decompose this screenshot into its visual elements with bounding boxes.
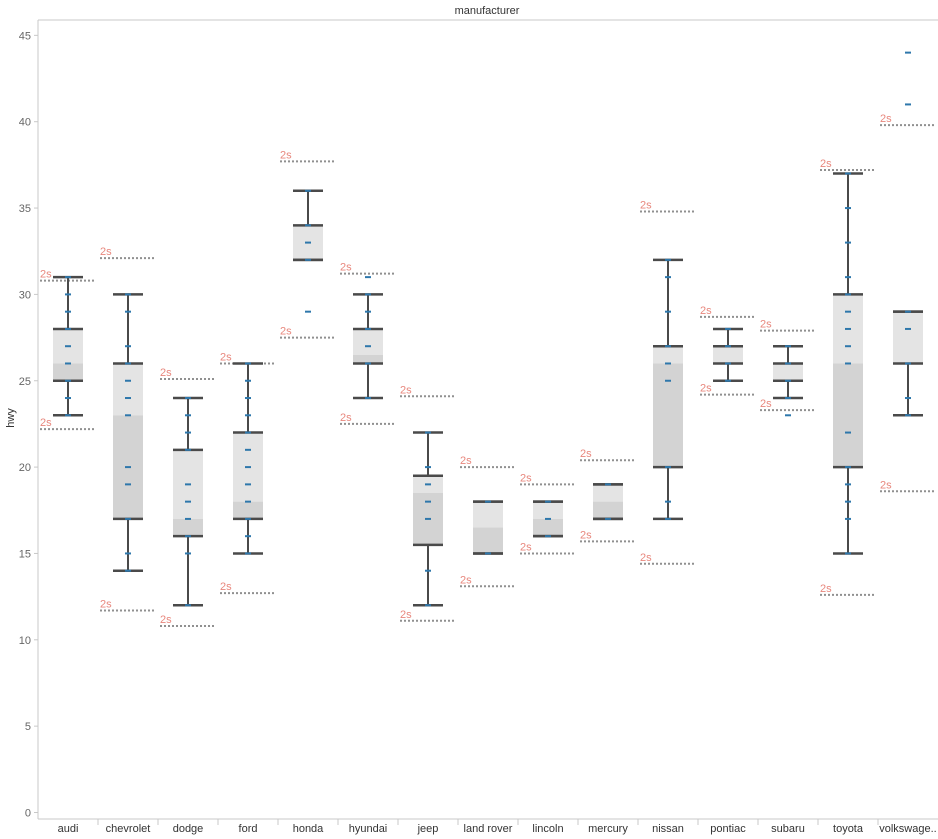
box-lower-half — [233, 501, 263, 519]
reference-label-lower: 2s — [340, 412, 352, 424]
box-group-honda: 2s 2s — [280, 149, 336, 339]
reference-label-lower: 2s — [160, 614, 172, 626]
box-lower-half — [53, 363, 83, 381]
y-axis-ticks: 0 5 10 15 20 25 30 35 40 45 — [19, 30, 38, 820]
reference-label-lower: 2s — [580, 529, 592, 541]
box-upper-half — [473, 501, 503, 528]
y-tick-label: 45 — [19, 30, 31, 42]
reference-label-lower: 2s — [40, 417, 52, 429]
box-group-pontiac: 2s 2s — [700, 305, 756, 396]
box-upper-half — [353, 328, 383, 355]
x-category-label: audi — [58, 823, 79, 835]
x-category-label: hyundai — [349, 823, 388, 835]
y-tick-label: 40 — [19, 117, 31, 129]
reference-label-upper: 2s — [760, 319, 772, 331]
box-group-mercury: 2s 2s — [580, 448, 636, 543]
box-lower-half — [173, 518, 203, 537]
y-tick-label: 10 — [19, 635, 31, 647]
reference-label-lower: 2s — [760, 398, 772, 410]
box-lower-half — [353, 354, 383, 364]
box-lower-half — [653, 363, 683, 468]
reference-label-lower: 2s — [700, 383, 712, 395]
reference-label-upper: 2s — [880, 113, 892, 125]
box-group-chevrolet: 2s 2s — [100, 246, 156, 612]
box-group-nissan: 2s 2s — [640, 200, 696, 565]
reference-label-lower: 2s — [100, 598, 112, 610]
box-group-ford: 2s 2s — [220, 351, 276, 595]
x-category-label: dodge — [173, 823, 204, 835]
x-category-label: toyota — [833, 823, 864, 835]
box-group-land-rover: 2s 2s — [460, 455, 516, 588]
x-category-label: ford — [239, 823, 258, 835]
reference-label-lower: 2s — [820, 583, 832, 595]
reference-label-lower: 2s — [880, 479, 892, 491]
x-category-label: mercury — [588, 823, 628, 835]
box-group-dodge: 2s 2s — [160, 367, 216, 627]
box-group-hyundai: 2s 2s — [340, 262, 396, 425]
x-category-label: chevrolet — [106, 823, 151, 835]
box-lower-half — [593, 501, 623, 519]
reference-label-upper: 2s — [340, 262, 352, 274]
box-group-toyota: 2s 2s — [820, 158, 876, 596]
box-upper-half — [713, 346, 743, 364]
reference-label-upper: 2s — [400, 384, 412, 396]
x-category-label: jeep — [417, 823, 439, 835]
box-upper-half — [533, 501, 563, 519]
x-category-label: nissan — [652, 823, 684, 835]
box-upper-half — [653, 346, 683, 364]
reference-label-lower: 2s — [520, 541, 532, 553]
y-tick-label: 0 — [25, 808, 31, 820]
x-category-label: lincoln — [532, 823, 563, 835]
reference-label-upper: 2s — [520, 472, 532, 484]
x-category-label: pontiac — [710, 823, 746, 835]
reference-label-upper: 2s — [40, 269, 52, 281]
box-upper-half — [113, 363, 143, 416]
box-group-volkswage: 2s 2s — [880, 51, 936, 493]
reference-label-upper: 2s — [100, 246, 112, 258]
box-upper-half — [593, 484, 623, 502]
x-category-label: volkswage.. — [879, 823, 936, 835]
y-tick-label: 20 — [19, 462, 31, 474]
box-group-audi: 2s 2s — [40, 269, 96, 431]
x-axis-category-labels: audi chevrolet dodge ford honda hyundai jeep la… — [58, 823, 937, 835]
y-tick-label: 5 — [25, 721, 31, 733]
x-category-label: subaru — [771, 823, 805, 835]
box-lower-half — [533, 518, 563, 537]
y-axis-label: hwy — [5, 408, 17, 428]
reference-label-upper: 2s — [280, 149, 292, 161]
y-tick-label: 35 — [19, 203, 31, 215]
box-upper-half — [773, 363, 803, 381]
y-tick-label: 30 — [19, 289, 31, 301]
reference-label-lower: 2s — [220, 581, 232, 593]
x-category-label: honda — [293, 823, 324, 835]
y-tick-label: 25 — [19, 376, 31, 388]
box-group-subaru: 2s 2s — [760, 319, 816, 417]
y-tick-label: 15 — [19, 548, 31, 560]
reference-label-lower: 2s — [280, 326, 292, 338]
box-group-lincoln: 2s 2s — [520, 472, 576, 555]
box-series: 2s2s2s2s2s2s2s2s2s2s2s2s2s2s2s2s2s2s2s2s… — [40, 51, 936, 627]
box-lower-half — [473, 527, 503, 554]
box-group-jeep: 2s 2s — [400, 384, 456, 622]
reference-label-lower: 2s — [640, 552, 652, 564]
reference-label-upper: 2s — [580, 448, 592, 460]
reference-label-upper: 2s — [160, 367, 172, 379]
chart-title: manufacturer — [455, 5, 520, 17]
x-category-label: land rover — [464, 823, 513, 835]
plot-frame — [37, 19, 938, 825]
reference-label-lower: 2s — [460, 574, 472, 586]
reference-label-upper: 2s — [820, 158, 832, 170]
reference-label-upper: 2s — [460, 455, 472, 467]
reference-label-upper: 2s — [640, 200, 652, 212]
box-lower-half — [833, 363, 863, 468]
reference-label-upper: 2s — [700, 305, 712, 317]
reference-label-lower: 2s — [400, 609, 412, 621]
box-upper-half — [893, 311, 923, 364]
reference-label-upper: 2s — [220, 351, 232, 363]
